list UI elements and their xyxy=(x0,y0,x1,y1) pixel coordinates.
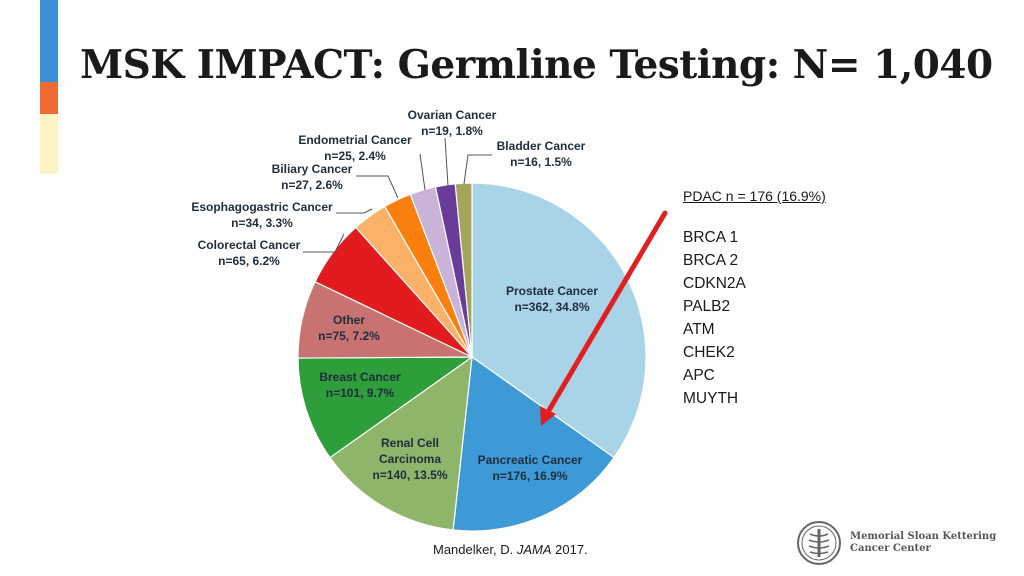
slice-name-label: Biliary Cancer xyxy=(272,162,353,176)
slice-name-label: Bladder Cancer xyxy=(497,139,586,153)
citation-author: Mandelker, D. xyxy=(433,542,514,557)
gene-item: BRCA 2 xyxy=(683,252,739,269)
gene-item: MUYTH xyxy=(683,390,739,407)
gene-item: CDKN2A xyxy=(683,275,746,292)
slice-name-label: Renal Cell xyxy=(381,436,439,450)
slice-name-label: Ovarian Cancer xyxy=(408,108,497,122)
pie-slice-breast-cancer xyxy=(297,356,474,459)
gene-item: ATM xyxy=(683,321,715,338)
slice-value-label: n=16, 1.5% xyxy=(510,155,572,169)
slice-name-label: Colorectal Cancer xyxy=(198,238,301,252)
slice-value-label: n=34, 3.3% xyxy=(231,216,293,230)
citation-year: 2017. xyxy=(555,542,588,557)
accent-bar-cream xyxy=(40,114,58,174)
slice-name-label: Breast Cancer xyxy=(319,370,401,384)
slice-name-label: Pancreatic Cancer xyxy=(478,453,583,467)
gene-list: BRCA 1 BRCA 2 CDKN2A PALB2 ATM CHEK2 APC… xyxy=(683,226,826,410)
slice-value-label: n=75, 7.2% xyxy=(318,329,380,343)
citation-journal: JAMA xyxy=(516,542,552,557)
slice-name-label: Prostate Cancer xyxy=(506,284,598,298)
logo-line2: Cancer Center xyxy=(850,543,931,554)
slice-value-label: n=25, 2.4% xyxy=(324,149,386,163)
pdac-label: PDAC n = 176 (16.9%) xyxy=(683,188,826,204)
slice-value-label: n=19, 1.8% xyxy=(421,124,483,138)
citation: Mandelker, D. JAMA 2017. xyxy=(433,542,588,557)
leader-line xyxy=(356,175,399,199)
accent-bar-orange xyxy=(40,82,58,114)
pie-slice-bladder-cancer xyxy=(454,182,473,358)
leader-line xyxy=(463,154,492,185)
slice-value-label: n=176, 16.9% xyxy=(492,469,567,483)
msk-logo: Memorial Sloan Kettering Cancer Center xyxy=(796,520,996,566)
slice-value-label: n=140, 13.5% xyxy=(372,468,447,482)
slide-title: MSK IMPACT: Germline Testing: N= 1,040 xyxy=(80,42,993,88)
gene-item: BRCA 1 xyxy=(683,229,739,246)
side-panel: PDAC n = 176 (16.9%) BRCA 1 BRCA 2 CDKN2… xyxy=(683,188,826,410)
accent-bar-blue xyxy=(40,0,58,82)
slice-value-label: n=101, 9.7% xyxy=(326,386,395,400)
leader-line xyxy=(336,208,373,214)
leader-line xyxy=(444,137,449,187)
gene-item: APC xyxy=(683,367,715,384)
gene-item: CHEK2 xyxy=(683,344,735,361)
slice-value-label: n=65, 6.2% xyxy=(218,254,280,268)
gene-item: PALB2 xyxy=(683,298,731,315)
pie-slice-renal-cell-carcinoma xyxy=(329,355,473,531)
slice-name-label: Carcinoma xyxy=(379,452,441,466)
slice-name-label: Other xyxy=(333,313,365,327)
leader-line xyxy=(303,233,345,253)
slice-name-label: Endometrial Cancer xyxy=(298,133,412,147)
logo-line1: Memorial Sloan Kettering xyxy=(850,531,997,542)
slice-value-label: n=27, 2.6% xyxy=(281,178,343,192)
annotation-arrow-head xyxy=(540,406,556,426)
leader-line xyxy=(419,153,426,191)
annotation-arrow-shaft xyxy=(545,210,668,415)
logo-wordmark: Memorial Sloan Kettering Cancer Center xyxy=(850,531,996,555)
msk-seal-icon xyxy=(797,521,841,565)
pie-slice-pancreatic-cancer xyxy=(452,355,615,532)
slice-name-label: Esophagogastric Cancer xyxy=(191,200,333,214)
slice-value-label: n=362, 34.8% xyxy=(514,300,589,314)
